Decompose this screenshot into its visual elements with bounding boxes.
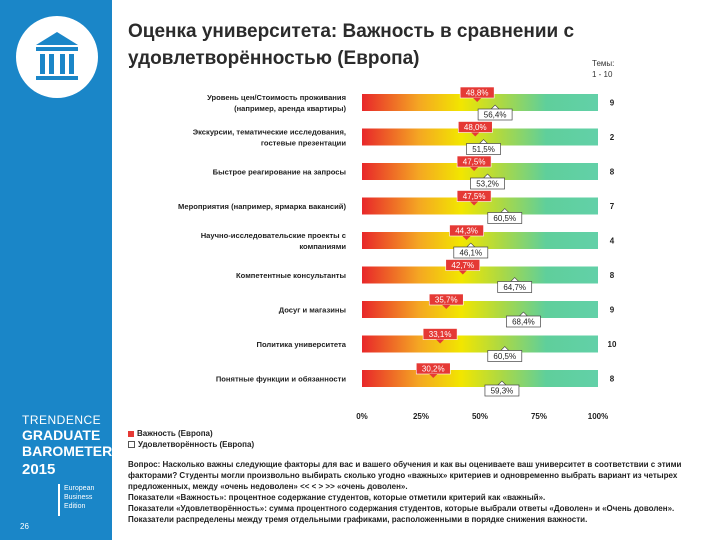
- satisfaction-marker: [487, 350, 523, 362]
- importance-pointer: [462, 236, 471, 240]
- note-distribution: Показатели распределены между тремя отде…: [128, 515, 588, 524]
- importance-value-label: 44,3%: [455, 227, 478, 236]
- x-tick-label: 75%: [531, 412, 547, 421]
- satisfaction-marker: [470, 177, 505, 190]
- satisfaction-marker: [484, 384, 520, 397]
- gradient-bar: [362, 266, 598, 284]
- category-label: Досуг и магазины: [279, 306, 346, 315]
- gradient-bar: [362, 370, 598, 387]
- x-tick-label: 25%: [413, 412, 429, 421]
- satisfaction-marker: [506, 315, 541, 328]
- gradient-bar: [362, 128, 598, 146]
- importance-value-label: 30,2%: [422, 365, 445, 374]
- university-logo: [16, 16, 98, 98]
- importance-pointer: [473, 98, 482, 102]
- importance-pointer: [442, 305, 451, 309]
- theme-number: 9: [610, 306, 615, 315]
- themes-header-label: Темы:: [592, 59, 615, 68]
- theme-number: 7: [610, 202, 615, 211]
- satisfaction-value-label: 59,3%: [491, 387, 514, 396]
- satisfaction-value-label: 60,5%: [493, 214, 516, 223]
- gradient-bar: [362, 197, 598, 215]
- themes-header-range: 1 - 10: [592, 70, 613, 79]
- importance-value-label: 48,0%: [464, 123, 487, 132]
- chart-legend: Важность (Европа) Удовлетворённость (Евр…: [128, 428, 254, 450]
- legend-satisfaction: Удовлетворённость (Европа): [128, 439, 254, 450]
- gradient-bar: [362, 163, 598, 180]
- satisfaction-marker: [466, 143, 501, 155]
- category-label: Экскурсии, тематические исследования, гос…: [193, 128, 347, 148]
- legend-importance-swatch: [128, 430, 134, 437]
- satisfaction-marker: [497, 281, 533, 293]
- barometer-year: 2015: [22, 461, 56, 478]
- satisfaction-marker: [453, 246, 489, 259]
- question-notes: Вопрос: Насколько важны следующие фактор…: [128, 459, 688, 525]
- barometer-sub-3: Edition: [64, 503, 86, 510]
- themes-header: Темы: 1 - 10: [592, 58, 642, 80]
- theme-number: 8: [610, 168, 615, 177]
- gradient-bar: [362, 301, 598, 318]
- theme-number: 9: [610, 99, 615, 108]
- satisfaction-value-label: 68,4%: [512, 318, 535, 327]
- satisfaction-value-label: 53,2%: [476, 180, 499, 189]
- page-title: Оценка университета: Важность в сравнени…: [128, 21, 575, 69]
- category-label: Мероприятия (например, ярмарка вакансий): [178, 202, 346, 211]
- gradient-bar: [362, 335, 598, 353]
- note-satisfaction: Показатели «Удовлетворённость»: сумма пр…: [128, 504, 675, 513]
- importance-pointer: [436, 339, 445, 344]
- theme-number: 2: [610, 133, 615, 142]
- importance-satisfaction-chart: Уровень цен/Стоимость проживания (наприме…: [178, 86, 617, 421]
- importance-pointer: [470, 167, 479, 171]
- barometer-line1: TRENDENCE: [22, 413, 102, 427]
- importance-pointer: [458, 270, 467, 275]
- x-tick-label: 100%: [588, 412, 608, 421]
- barometer-edition: European Business Edition: [58, 484, 108, 516]
- barometer-sub-2: Business: [64, 494, 93, 501]
- legend-satisfaction-swatch: [128, 441, 135, 449]
- category-label: Уровень цен/Стоимость проживания (наприме…: [207, 93, 346, 113]
- barometer-line3: BAROMETER: [22, 443, 113, 459]
- barometer-line2: GRADUATE: [22, 427, 101, 443]
- barometer-logo: TRENDENCE GRADUATE BAROMETER 2015 Europe…: [22, 413, 112, 522]
- theme-number: 4: [610, 237, 615, 246]
- note-question: Вопрос: Насколько важны следующие фактор…: [128, 460, 682, 491]
- category-label: Политика университета: [256, 340, 346, 349]
- category-label: Понятные функции и обязанности: [216, 375, 346, 384]
- legend-satisfaction-label: Удовлетворённость (Европа): [138, 440, 255, 449]
- theme-number: 8: [610, 271, 615, 280]
- satisfaction-value-label: 64,7%: [503, 283, 526, 292]
- note-importance: Показатели «Важность»: процентное содерж…: [128, 493, 546, 502]
- page-number: 26: [20, 522, 29, 531]
- barometer-sub-1: European: [64, 485, 95, 492]
- satisfaction-value-label: 46,1%: [459, 249, 482, 258]
- x-tick-label: 50%: [472, 412, 488, 421]
- importance-value-label: 42,7%: [451, 261, 474, 270]
- university-building-icon: [36, 32, 78, 80]
- satisfaction-value-label: 51,5%: [472, 145, 495, 154]
- category-label: Компетентные консультанты: [236, 271, 346, 280]
- satisfaction-value-label: 60,5%: [493, 352, 516, 361]
- gradient-bar: [362, 232, 598, 249]
- importance-value-label: 35,7%: [435, 296, 458, 305]
- satisfaction-marker: [477, 108, 513, 121]
- category-label: Научно-исследовательские проекты с компан…: [201, 231, 347, 251]
- importance-pointer: [471, 132, 480, 137]
- importance-value-label: 47,5%: [463, 158, 486, 167]
- importance-pointer: [470, 201, 479, 206]
- sidebar-panel: TRENDENCE GRADUATE BAROMETER 2015 Europe…: [0, 0, 112, 540]
- legend-importance: Важность (Европа): [128, 428, 254, 439]
- theme-number: 10: [608, 340, 617, 349]
- legend-importance-label: Важность (Европа): [137, 429, 213, 438]
- importance-value-label: 47,5%: [463, 192, 486, 201]
- category-label: Быстрое реагирование на запросы: [213, 168, 346, 177]
- satisfaction-marker: [487, 212, 523, 224]
- theme-number: 8: [610, 375, 615, 384]
- satisfaction-value-label: 56,4%: [484, 111, 507, 120]
- importance-value-label: 48,8%: [466, 89, 489, 98]
- importance-value-label: 33,1%: [429, 330, 452, 339]
- x-tick-label: 0%: [356, 412, 368, 421]
- importance-pointer: [429, 374, 438, 378]
- gradient-bar: [362, 94, 598, 111]
